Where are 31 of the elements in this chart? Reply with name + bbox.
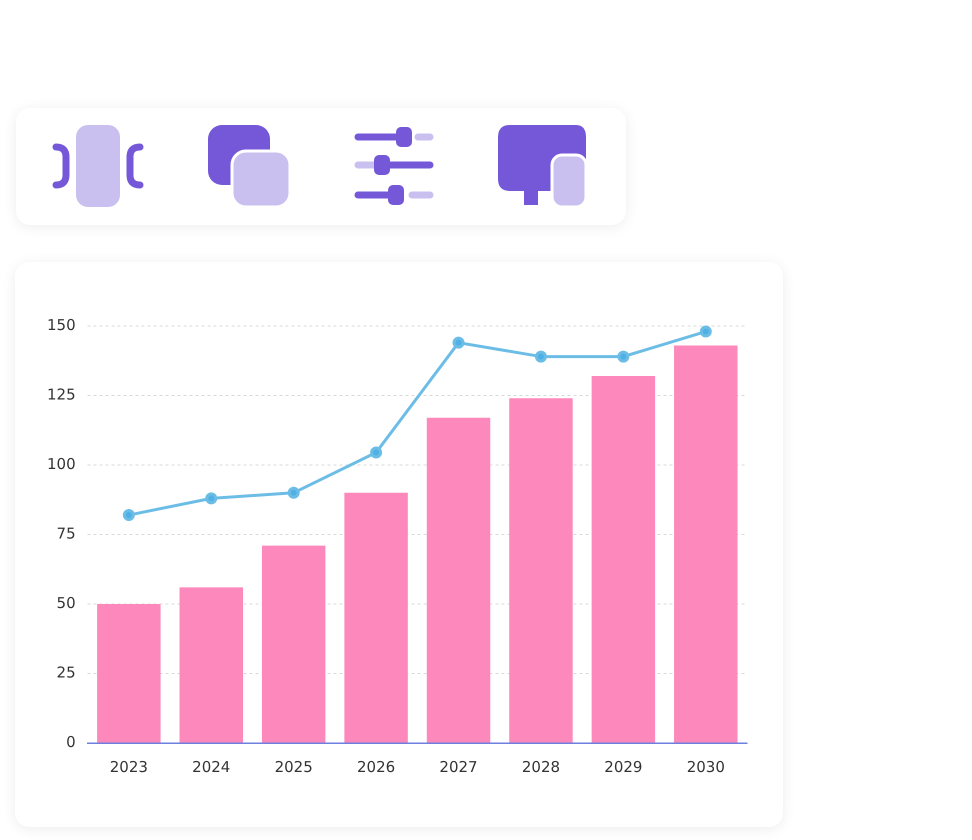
point bbox=[534, 350, 547, 363]
x-tick-label: 2023 bbox=[110, 758, 148, 776]
x-tick-label: 2028 bbox=[522, 758, 560, 776]
x-tick-label: 2024 bbox=[192, 758, 230, 776]
y-tick-label: 100 bbox=[46, 454, 76, 473]
bar bbox=[97, 604, 161, 742]
bar bbox=[509, 398, 573, 742]
point bbox=[370, 446, 382, 458]
bar bbox=[262, 546, 326, 742]
x-tick-label: 2027 bbox=[439, 758, 478, 776]
y-tick-label: 50 bbox=[56, 594, 76, 612]
point bbox=[288, 486, 300, 499]
y-tick-label: 75 bbox=[56, 524, 76, 542]
x-tick-label: 2025 bbox=[274, 758, 313, 776]
bar bbox=[180, 587, 243, 742]
y-tick-label: 125 bbox=[46, 385, 76, 404]
x-tick-label: 2030 bbox=[686, 758, 725, 776]
y-tick-label: 0 bbox=[66, 732, 76, 751]
point bbox=[205, 492, 218, 504]
x-tick-label: 2026 bbox=[357, 758, 396, 776]
y-tick-label: 25 bbox=[56, 663, 76, 682]
point bbox=[452, 336, 465, 349]
bar bbox=[426, 418, 490, 742]
point bbox=[617, 350, 630, 363]
bar bbox=[344, 492, 408, 742]
x-tick-label: 2029 bbox=[604, 758, 642, 776]
bar bbox=[592, 376, 656, 742]
bar bbox=[674, 345, 738, 742]
y-tick-label: 150 bbox=[46, 316, 76, 334]
point bbox=[700, 326, 712, 338]
point bbox=[122, 509, 135, 522]
